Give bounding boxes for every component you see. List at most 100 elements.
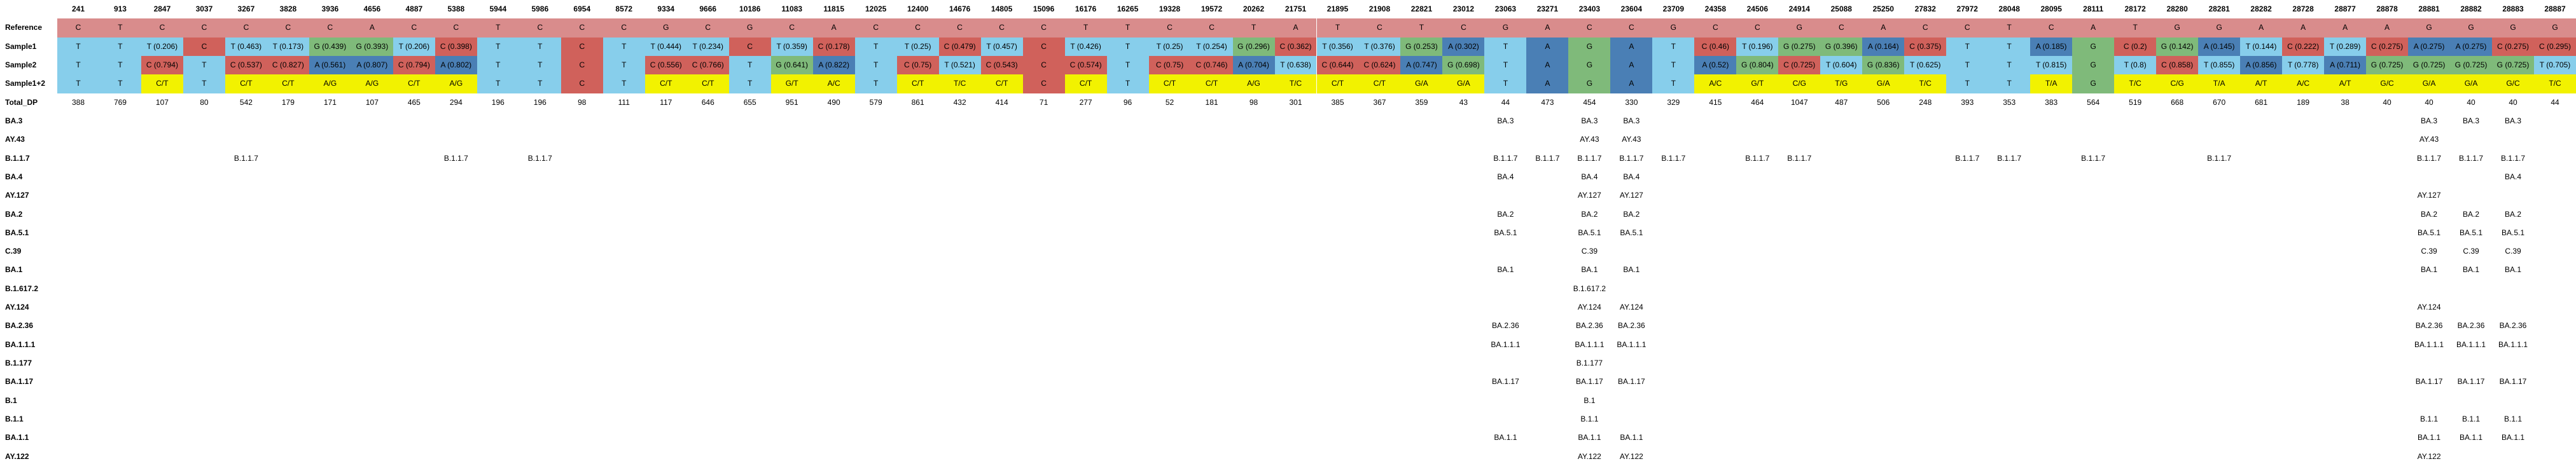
reference-cell: A (2366, 18, 2409, 38)
sample1-cell: T (0.25) (1148, 37, 1191, 56)
total_dp-cell: 301 (1274, 93, 1317, 112)
sample1-cell: C (0.178) (812, 37, 855, 56)
lineage-cell: BA.1 (2450, 261, 2493, 280)
sample2-cell: G (2072, 55, 2115, 75)
lineage-cell: BA.3 (1610, 111, 1653, 131)
position-header: 25250 (1872, 4, 1894, 13)
sample12-cell: C/G (1778, 74, 1821, 93)
lineage-cell: B.1.1 (2492, 410, 2534, 429)
position-header: 21751 (1285, 4, 1307, 13)
sample12-cell: T/C (2534, 74, 2576, 93)
lineage-cell: BA.4 (2492, 167, 2534, 187)
lineage-cell: AY.122 (1568, 447, 1611, 466)
lineage-cell: AY.43 (1610, 130, 1653, 149)
sample2-cell: G (0.641) (770, 55, 813, 75)
position-header: 28878 (2376, 4, 2398, 13)
lineage-cell: BA.1.1.1 (2450, 335, 2493, 355)
total_dp-cell: 670 (2198, 93, 2241, 112)
lineage-cell: B.1.1 (1568, 410, 1611, 429)
lineage-cell: B.1.1.7 (1652, 149, 1695, 168)
reference-cell: T (1106, 18, 1149, 38)
lineage-cell: BA.1.17 (1610, 373, 1653, 392)
lineage-cell: AY.124 (2408, 298, 2451, 317)
sample2-cell: G (0.725) (2492, 55, 2534, 75)
total_dp-cell: 98 (1232, 93, 1275, 112)
sample1-cell: T (0.144) (2240, 37, 2283, 56)
lineage-cell: BA.1.1 (2408, 428, 2451, 448)
sample1-cell: C (0.295) (2534, 37, 2576, 56)
position-header: 3936 (321, 4, 339, 13)
reference-cell: A (1862, 18, 1905, 38)
sample2-cell: T (99, 55, 141, 75)
row-label: B.1.177 (5, 359, 32, 368)
total_dp-cell: 353 (1988, 93, 2031, 112)
reference-cell: T (99, 18, 141, 38)
row-label: BA.2 (5, 209, 23, 219)
sample2-cell: A (0.807) (351, 55, 393, 75)
sample1-cell: G (0.275) (1778, 37, 1821, 56)
sample1-cell: T (0.426) (1064, 37, 1107, 56)
sample12-cell: A/T (2240, 74, 2283, 93)
lineage-cell: BA.1.17 (1568, 373, 1611, 392)
position-header: 28728 (2292, 4, 2314, 13)
lineage-cell: BA.3 (1568, 111, 1611, 131)
position-header: 11815 (823, 4, 845, 13)
sample12-cell: T (854, 74, 897, 93)
total_dp-cell: 189 (2282, 93, 2325, 112)
lineage-cell: BA.1.17 (2450, 373, 2493, 392)
reference-cell: C (1820, 18, 1863, 38)
total_dp-cell: 171 (309, 93, 351, 112)
lineage-cell: BA.1 (1484, 261, 1527, 280)
sample1-cell: A (1610, 37, 1653, 56)
total_dp-cell: 465 (393, 93, 435, 112)
sample12-cell: T/C (1274, 74, 1317, 93)
sample12-cell: A/G (351, 74, 393, 93)
sample12-cell: C/T (141, 74, 183, 93)
lineage-cell: B.1.1.7 (1946, 149, 1989, 168)
sample2-cell: T (602, 55, 645, 75)
sample2-cell: C (560, 55, 603, 75)
reference-cell: G (2450, 18, 2493, 38)
lineage-cell: BA.1.1 (1568, 428, 1611, 448)
sample12-cell: C/T (896, 74, 939, 93)
reference-cell: C (1358, 18, 1401, 38)
sample2-cell: A (0.561) (309, 55, 351, 75)
sample1-cell: C (728, 37, 771, 56)
position-header: 4656 (363, 4, 381, 13)
lineage-cell: BA.1.1 (2450, 428, 2493, 448)
sample2-cell: T (1988, 55, 2031, 75)
sample1-cell: T (1988, 37, 2031, 56)
position-header: 19572 (1201, 4, 1223, 13)
sample12-cell: G/T (1736, 74, 1779, 93)
sample1-cell: T (0.25) (896, 37, 939, 56)
lineage-cell: B.1.1.7 (1988, 149, 2031, 168)
lineage-cell: BA.2 (1484, 205, 1527, 224)
total_dp-cell: 111 (602, 93, 645, 112)
sample2-cell: C (1022, 55, 1065, 75)
lineage-cell: B.1.1 (2450, 410, 2493, 429)
total_dp-cell: 40 (2366, 93, 2409, 112)
lineage-cell: BA.5.1 (2450, 223, 2493, 243)
row-label: C.39 (5, 247, 22, 256)
position-header: 6954 (573, 4, 591, 13)
sample2-cell: C (0.537) (225, 55, 267, 75)
sample12-cell: G (2072, 74, 2115, 93)
lineage-cell: B.1.1.7 (1526, 149, 1569, 168)
row-label: BA.5.1 (5, 228, 29, 237)
row-label: BA.1 (5, 265, 23, 275)
sample1-cell: G (0.393) (351, 37, 393, 56)
row-label: B.1.617.2 (5, 284, 39, 293)
sample2-cell: A (0.856) (2240, 55, 2283, 75)
total_dp-cell: 359 (1400, 93, 1443, 112)
reference-cell: C (1148, 18, 1191, 38)
sample12-cell: G/A (1862, 74, 1905, 93)
sample12-cell: A (1526, 74, 1569, 93)
lineage-cell: BA.1.17 (2408, 373, 2451, 392)
total_dp-cell: 506 (1862, 93, 1905, 112)
position-header: 5986 (531, 4, 549, 13)
sample12-cell: G/A (2450, 74, 2493, 93)
lineage-cell: B.1.177 (1568, 354, 1611, 373)
sample2-cell: C (0.794) (393, 55, 435, 75)
sample12-cell: T (602, 74, 645, 93)
sample12-cell: C/G (2156, 74, 2199, 93)
